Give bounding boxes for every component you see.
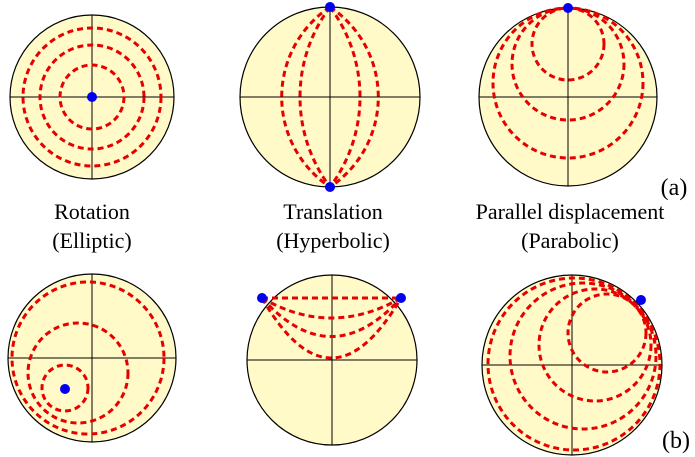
orbit-arc-2 <box>298 6 332 188</box>
orbit-arc-3 <box>329 5 380 189</box>
orbit-arc-4 <box>328 6 362 188</box>
caption-parallel-subtitle: (Parabolic) <box>521 228 619 253</box>
orbit-circle-3 <box>21 26 163 168</box>
horocycle-4 <box>486 276 662 452</box>
disk-translation-a <box>239 2 421 192</box>
orbit-arc-1 <box>280 5 331 189</box>
orbit-circle-2 <box>26 321 130 425</box>
caption-rotation-subtitle: (Elliptic) <box>52 228 131 253</box>
orbit-arc-3 <box>260 297 403 360</box>
panel-label-a: (a) <box>661 175 688 201</box>
caption-translation-title: Translation <box>283 199 382 224</box>
disk-parallel-b <box>481 274 663 456</box>
horocycle-1 <box>566 292 648 374</box>
panel-label-b: (b) <box>662 428 690 454</box>
disk-rotation-b <box>7 273 177 443</box>
disk-parallel-a <box>478 3 658 187</box>
disk-rotation-a <box>9 14 175 180</box>
orbit-arc-2 <box>260 296 403 338</box>
orbit-circle-1 <box>40 363 90 413</box>
disk-translation-b <box>246 274 418 446</box>
fixed-point <box>563 3 573 13</box>
fixed-point-top <box>325 2 335 12</box>
fixed-point <box>87 92 97 102</box>
fixed-point-left <box>257 293 267 303</box>
horocycle-1 <box>530 6 606 82</box>
fixed-point-right <box>396 293 406 303</box>
horocycle-2 <box>537 287 653 403</box>
fixed-point-bottom <box>325 182 335 192</box>
horocycle-3 <box>508 281 658 431</box>
orbit-circle-1 <box>58 63 126 131</box>
orbit-circle-2 <box>38 43 146 151</box>
orbit-arc-1 <box>261 296 402 320</box>
orbit-circle-3 <box>10 280 166 436</box>
caption-translation-subtitle: (Hyperbolic) <box>276 228 390 253</box>
fixed-point <box>60 384 70 394</box>
fixed-point <box>636 295 646 305</box>
caption-parallel-title: Parallel displacement <box>476 199 665 224</box>
caption-rotation-title: Rotation <box>54 199 130 224</box>
